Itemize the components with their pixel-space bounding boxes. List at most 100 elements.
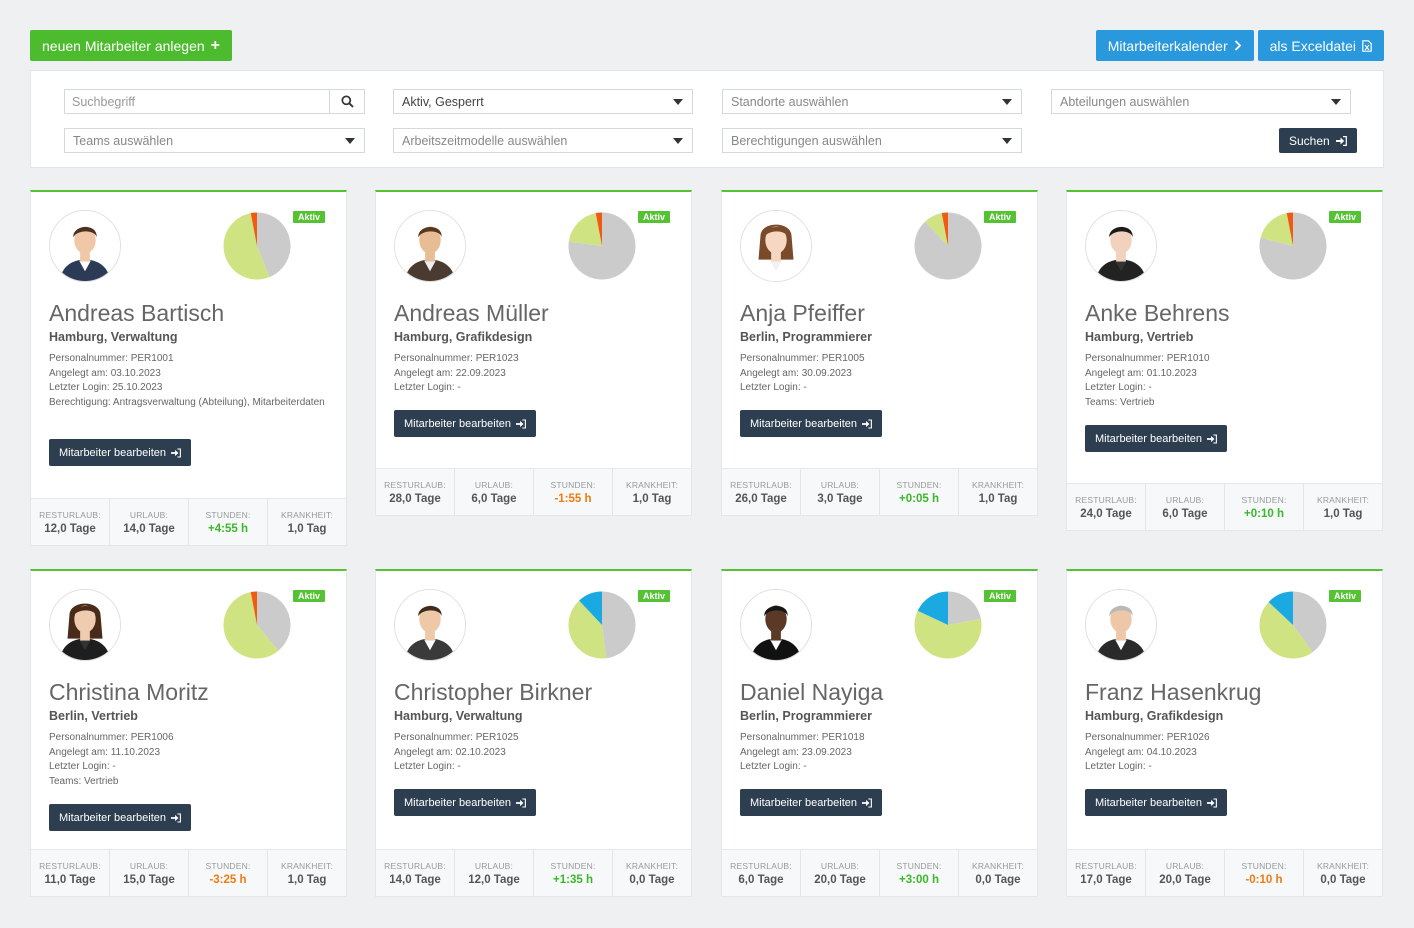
pie-slice-grey (602, 591, 636, 659)
edit-employee-button[interactable]: Mitarbeiter bearbeiten (394, 410, 537, 437)
top-actions: Mitarbeiterkalender als Exceldatei (1095, 30, 1384, 61)
edit-employee-button[interactable]: Mitarbeiter bearbeiten (740, 789, 883, 816)
employee-details: Personalnummer: PER1006 Angelegt am: 11.1… (49, 731, 329, 789)
stat-label: RESTURLAUB: (730, 860, 792, 871)
stat-label: STUNDEN: (205, 860, 251, 871)
search-icon-button[interactable] (329, 90, 364, 113)
status-badge: Aktiv (1329, 211, 1362, 223)
sign-in-icon (171, 812, 181, 823)
pie-slice-orange (1286, 212, 1293, 246)
pie-slice-grey (257, 212, 291, 278)
pie-slice-green (568, 600, 607, 659)
stat-label: RESTURLAUB: (39, 860, 101, 871)
status-badge: Aktiv (638, 590, 671, 602)
sign-in-icon (1207, 433, 1217, 444)
avatar (49, 589, 121, 661)
edit-employee-label: Mitarbeiter bearbeiten (750, 796, 858, 809)
search-field[interactable] (64, 89, 365, 114)
stat-value: 15,0 Tage (123, 873, 175, 886)
edit-employee-button[interactable]: Mitarbeiter bearbeiten (1085, 789, 1228, 816)
stat-value: +1:35 h (553, 873, 593, 886)
edit-employee-button[interactable]: Mitarbeiter bearbeiten (740, 410, 883, 437)
permissions-select[interactable]: Berechtigungen auswählen (722, 128, 1022, 153)
edit-employee-button[interactable]: Mitarbeiter bearbeiten (49, 439, 192, 466)
avatar (49, 210, 121, 282)
employee-calendar-button[interactable]: Mitarbeiterkalender (1095, 30, 1254, 61)
stat-sick: KRANKHEIT: 0,0 Tage (613, 850, 691, 896)
stat-value: 0,0 Tage (629, 873, 675, 886)
employee-stats: RESTURLAUB: 17,0 Tage URLAUB: 20,0 Tage … (1067, 849, 1382, 896)
employee-stats: RESTURLAUB: 12,0 Tage URLAUB: 14,0 Tage … (31, 498, 346, 545)
stat-label: URLAUB: (129, 860, 169, 871)
departments-select[interactable]: Abteilungen auswählen (1051, 89, 1351, 114)
stat-remaining-vacation: RESTURLAUB: 17,0 Tage (1067, 850, 1146, 896)
sign-in-icon (1207, 797, 1217, 808)
stat-value: 20,0 Tage (814, 873, 866, 886)
caret-down-icon (1002, 99, 1012, 105)
employee-name: Christina Moritz (49, 679, 209, 705)
pie-slice-blue (917, 591, 948, 625)
stat-hours: STUNDEN: +0:05 h (880, 469, 959, 515)
stat-hours: STUNDEN: +4:55 h (189, 499, 268, 545)
new-employee-button[interactable]: neuen Mitarbeiter anlegen + (30, 30, 233, 61)
stat-label: URLAUB: (820, 479, 860, 490)
stat-vacation: URLAUB: 6,0 Tage (455, 469, 534, 515)
pie-slice-grey (914, 212, 982, 280)
employee-detail: Letzter Login: - (394, 382, 461, 394)
edit-employee-button[interactable]: Mitarbeiter bearbeiten (49, 804, 192, 831)
edit-employee-button[interactable]: Mitarbeiter bearbeiten (1085, 425, 1228, 452)
status-badge: Aktiv (984, 211, 1017, 223)
stat-value: 0,0 Tage (1320, 873, 1366, 886)
stat-value: +0:10 h (1244, 507, 1284, 520)
employee-card: Aktiv Andreas Bartisch Hamburg, Verwaltu… (30, 190, 347, 546)
sign-in-icon (862, 418, 872, 429)
stat-label: RESTURLAUB: (384, 860, 446, 871)
employee-detail: Angelegt am: 01.10.2023 (1085, 367, 1197, 379)
plus-icon: + (210, 36, 221, 54)
employee-detail: Angelegt am: 23.09.2023 (740, 746, 852, 758)
stat-vacation: URLAUB: 6,0 Tage (1146, 484, 1225, 530)
stat-vacation: URLAUB: 20,0 Tage (801, 850, 880, 896)
worktime-models-select[interactable]: Arbeitszeitmodelle auswählen (393, 128, 693, 153)
stat-remaining-vacation: RESTURLAUB: 26,0 Tage (722, 469, 801, 515)
employee-detail: Personalnummer: PER1005 (740, 353, 865, 364)
edit-employee-button[interactable]: Mitarbeiter bearbeiten (394, 789, 537, 816)
stat-value: 14,0 Tage (389, 873, 441, 886)
status-select-value: Aktiv, Gesperrt (402, 94, 484, 109)
caret-down-icon (1331, 99, 1341, 105)
stat-label: RESTURLAUB: (39, 509, 101, 520)
teams-select[interactable]: Teams auswählen (64, 128, 365, 153)
employee-name: Daniel Nayiga (740, 679, 884, 705)
locations-select[interactable]: Standorte auswählen (722, 89, 1022, 114)
search-button-label: Suchen (1289, 133, 1330, 148)
search-button[interactable]: Suchen (1279, 128, 1357, 153)
employee-detail: Personalnummer: PER1026 (1085, 732, 1210, 743)
caret-down-icon (673, 99, 683, 105)
stat-sick: KRANKHEIT: 1,0 Tag (959, 469, 1037, 515)
avatar (740, 210, 812, 282)
pie-slice-grey (948, 591, 981, 625)
employee-stats: RESTURLAUB: 14,0 Tage URLAUB: 12,0 Tage … (376, 849, 691, 896)
excel-export-button[interactable]: als Exceldatei (1257, 30, 1384, 61)
stat-sick: KRANKHEIT: 0,0 Tage (1304, 850, 1382, 896)
sign-in-icon (516, 418, 526, 429)
search-input[interactable] (72, 94, 322, 109)
employee-detail: Angelegt am: 11.10.2023 (49, 746, 161, 758)
status-select[interactable]: Aktiv, Gesperrt (393, 89, 693, 114)
stat-label: KRANKHEIT: (625, 860, 679, 871)
status-badge: Aktiv (1329, 590, 1362, 602)
search-icon (340, 95, 354, 108)
employee-detail: Personalnummer: PER1023 (394, 353, 519, 364)
stat-hours: STUNDEN: +3:00 h (880, 850, 959, 896)
stat-vacation: URLAUB: 12,0 Tage (455, 850, 534, 896)
stat-value: 1,0 Tag (978, 492, 1018, 505)
file-excel-icon (1362, 39, 1372, 52)
sign-in-icon (516, 797, 526, 808)
employee-detail: Angelegt am: 02.10.2023 (394, 746, 506, 758)
stat-label: KRANKHEIT: (280, 860, 334, 871)
stat-label: KRANKHEIT: (625, 479, 679, 490)
pie-slice-green (914, 610, 982, 659)
employee-card: Aktiv Christina Moritz Berlin, Vertrieb … (30, 569, 347, 897)
pie-slice-grey (1293, 591, 1327, 653)
stat-value: 0,0 Tage (975, 873, 1021, 886)
